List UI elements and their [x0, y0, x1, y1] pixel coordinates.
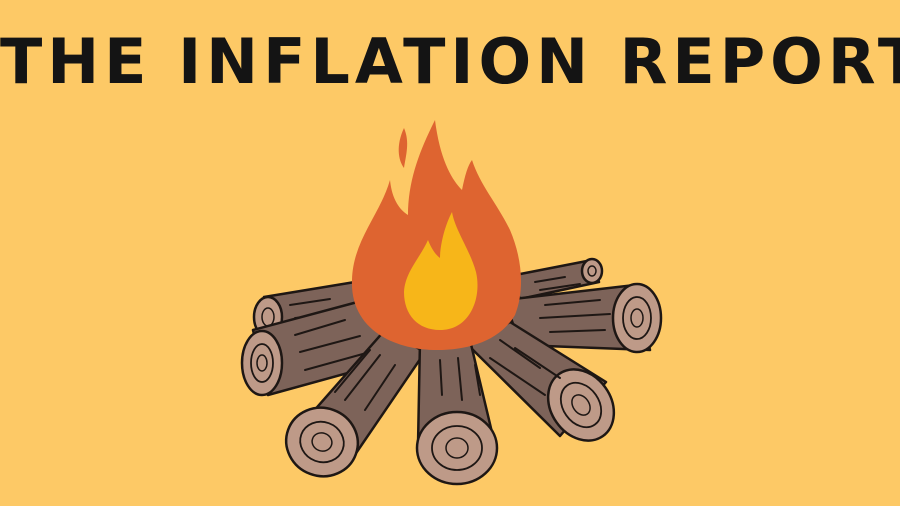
flame-outer [351, 120, 522, 350]
log-back-right [508, 257, 604, 301]
flame-wisp [398, 128, 408, 168]
log-left [240, 298, 397, 397]
log-front-center [415, 338, 499, 486]
banner-title: THE INFLATION REPORT [0, 25, 900, 98]
log-right [503, 282, 663, 354]
flame-inner [404, 212, 478, 330]
log-front-left [284, 328, 427, 478]
